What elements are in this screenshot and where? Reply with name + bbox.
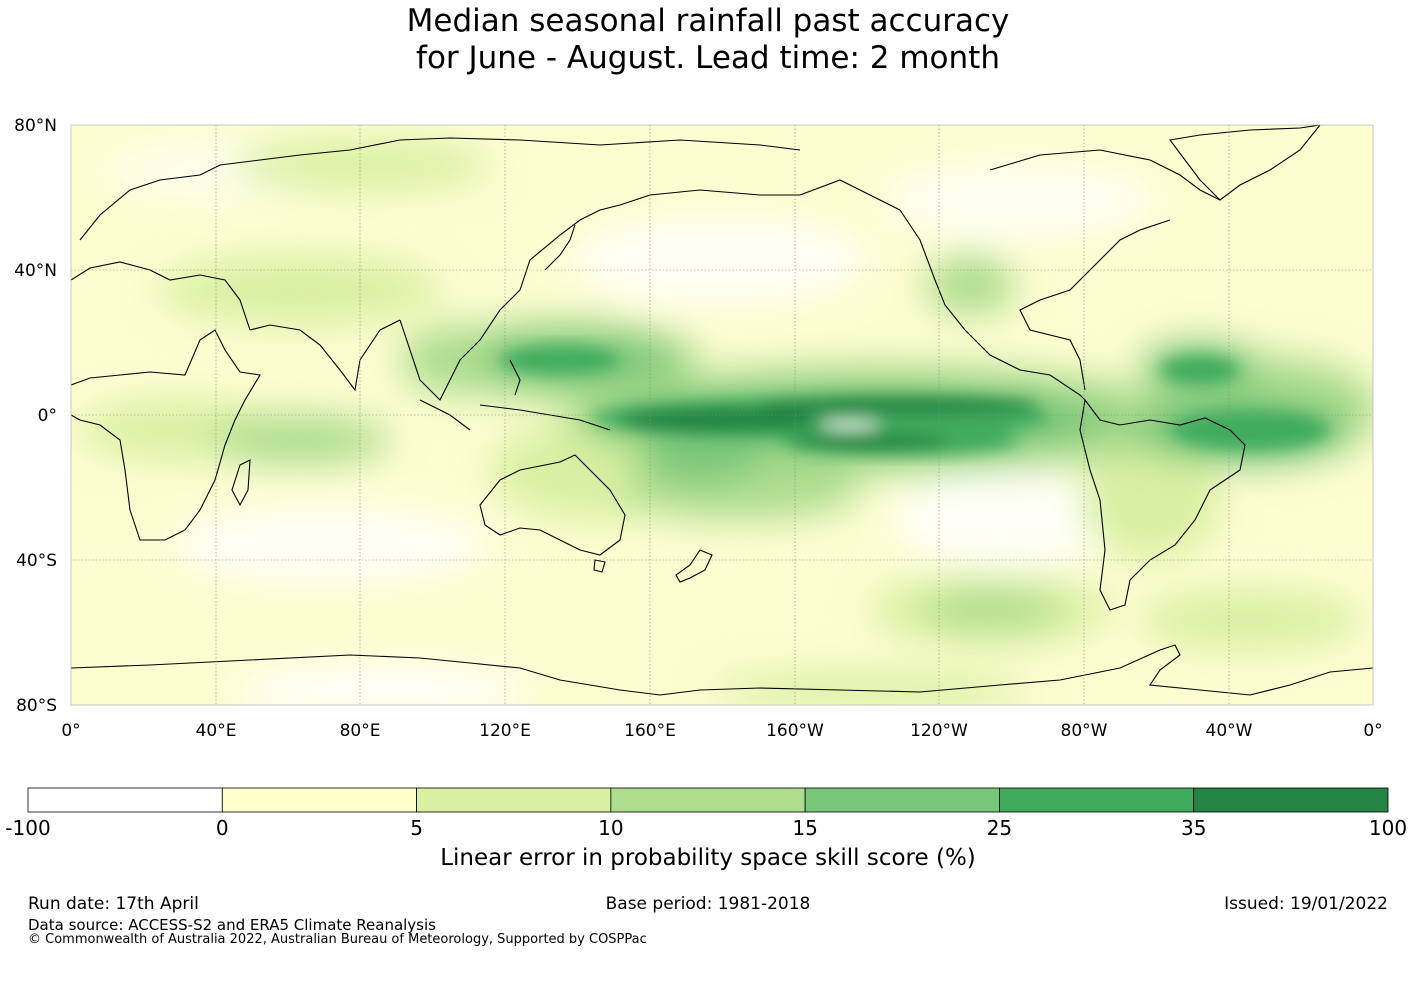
colorbar	[27, 787, 1389, 813]
gridlines	[71, 125, 1373, 705]
lon-label: 80°E	[340, 721, 381, 741]
lon-label: 0°	[1363, 721, 1382, 741]
lon-label: 40°W	[1206, 721, 1253, 741]
copyright-notice: © Commonwealth of Australia 2022, Austra…	[28, 932, 647, 947]
colorbar-tick-label: 15	[792, 816, 818, 840]
lat-label: 40°S	[16, 551, 57, 571]
lon-label: 40°E	[196, 721, 237, 741]
lat-label: 0°	[38, 406, 57, 426]
base-period: Base period: 1981-2018	[605, 894, 811, 914]
skill-score-map: 80°N 40°N 0° 40°S 80°S 0° 40°E 80°E 120°…	[14, 116, 1389, 813]
latitude-labels: 80°N 40°N 0° 40°S 80°S	[14, 116, 57, 716]
colorbar-caption: Linear error in probability space skill …	[440, 845, 976, 871]
colorbar-tick-label: 10	[598, 816, 624, 840]
colorbar-segment	[804, 787, 1000, 813]
lon-label: 0°	[61, 721, 80, 741]
run-date: Run date: 17th April	[28, 894, 199, 914]
colorbar-tick-label: -100	[5, 816, 51, 840]
colorbar-segment	[999, 787, 1195, 813]
map-title-line-1: Median seasonal rainfall past accuracy	[406, 3, 1010, 39]
lon-label: 160°W	[766, 721, 824, 741]
lon-label: 120°E	[479, 721, 531, 741]
colorbar-segment	[1193, 787, 1389, 813]
issued-date: Issued: 19/01/2022	[1224, 894, 1388, 914]
skill-field	[71, 125, 1373, 705]
lat-label: 80°S	[16, 696, 57, 716]
colorbar-segment	[221, 787, 417, 813]
lon-label: 160°E	[624, 721, 676, 741]
map-title-line-2: for June - August. Lead time: 2 month	[416, 40, 1000, 76]
colorbar-segment	[610, 787, 806, 813]
colorbar-tick-label: 100	[1368, 816, 1408, 840]
lat-label: 80°N	[14, 116, 57, 136]
colorbar-tick-label: 25	[986, 816, 1013, 840]
data-source: Data source: ACCESS-S2 and ERA5 Climate …	[28, 916, 436, 934]
lon-label: 80°W	[1061, 721, 1108, 741]
lon-label: 120°W	[910, 721, 968, 741]
coastlines	[71, 125, 1373, 696]
colorbar-segment	[27, 787, 223, 813]
colorbar-tick-label: 0	[215, 816, 229, 840]
colorbar-tick-label: 5	[410, 816, 423, 840]
colorbar-segment	[416, 787, 612, 813]
colorbar-tick-label: 35	[1180, 816, 1207, 840]
longitude-labels: 0° 40°E 80°E 120°E 160°E 160°W 120°W 80°…	[61, 721, 1382, 741]
lat-label: 40°N	[14, 261, 57, 281]
